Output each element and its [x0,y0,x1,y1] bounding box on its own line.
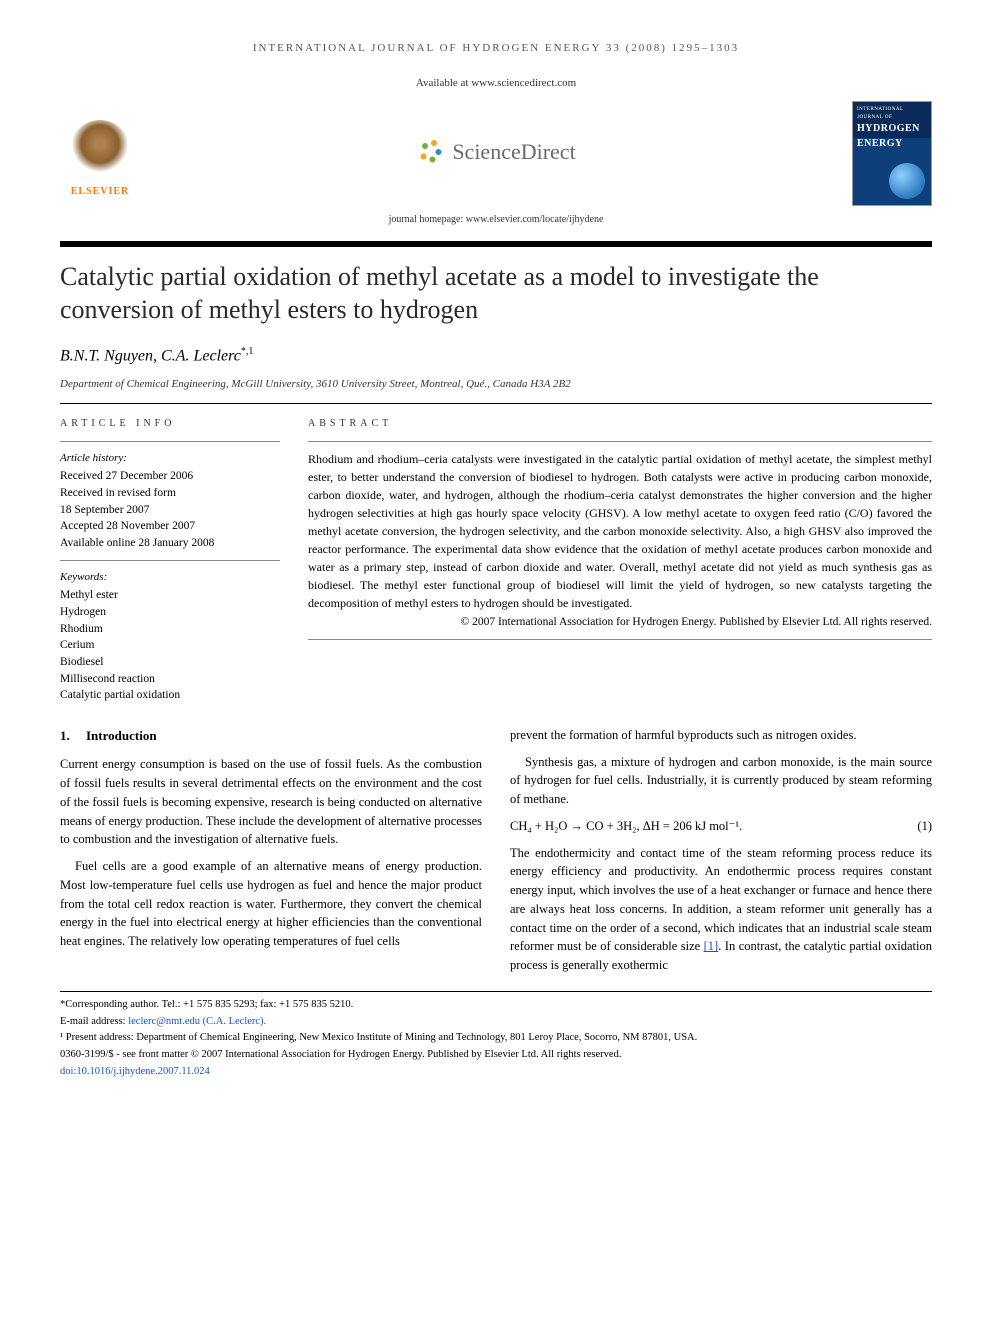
history-line: Received in revised form [60,485,280,502]
cover-big-title-1: HYDROGEN [857,121,927,136]
author-names: B.N.T. Nguyen, C.A. Leclerc [60,347,241,364]
abstract-column: ABSTRACT Rhodium and rhodium–ceria catal… [308,416,932,704]
equation-number: (1) [917,817,932,836]
keyword: Catalytic partial oxidation [60,687,280,704]
email-link[interactable]: leclerc@nmt.edu (C.A. Leclerc). [128,1016,266,1027]
para-4: Synthesis gas, a mixture of hydrogen and… [510,753,932,809]
publisher-header: ELSEVIER ScienceDirect INTERNATIONAL JOU… [60,101,932,206]
elsevier-wordmark: ELSEVIER [71,184,130,199]
article-title: Catalytic partial oxidation of methyl ac… [60,261,932,326]
keywords-label: Keywords: [60,569,280,586]
keyword: Hydrogen [60,604,280,621]
keyword: Rhodium [60,621,280,638]
article-info-label: ARTICLE INFO [60,416,280,431]
rule-after-affiliation [60,403,932,404]
section-number: 1. [60,728,70,743]
para-1: Current energy consumption is based on t… [60,755,482,849]
history-line: Received 27 December 2006 [60,468,280,485]
cover-big-title-2: ENERGY [857,136,927,151]
section-heading-1: 1. Introduction [60,726,482,746]
abstract-text: Rhodium and rhodium–ceria catalysts were… [308,450,932,612]
history-label: Article history: [60,450,280,467]
keyword: Biodiesel [60,654,280,671]
abstract-copyright: © 2007 International Association for Hyd… [308,614,932,631]
info-rule-mid [60,560,280,561]
affiliation: Department of Chemical Engineering, McGi… [60,376,932,393]
doi-link[interactable]: doi:10.1016/j.ijhydene.2007.11.024 [60,1066,210,1077]
doi-line: doi:10.1016/j.ijhydene.2007.11.024 [60,1065,932,1080]
front-matter: 0360-3199/$ - see front matter © 2007 In… [60,1048,932,1063]
author-marks: *,1 [241,346,254,357]
cover-globe-icon [889,163,925,199]
email-label: E-mail address: [60,1016,128,1027]
info-abstract-row: ARTICLE INFO Article history: Received 2… [60,416,932,704]
running-head: INTERNATIONAL JOURNAL OF HYDROGEN ENERGY… [60,40,932,57]
journal-homepage: journal homepage: www.elsevier.com/locat… [60,212,932,227]
keyword: Methyl ester [60,587,280,604]
para-2: Fuel cells are a good example of an alte… [60,857,482,951]
section-title: Introduction [86,728,157,743]
sciencedirect-wordmark: ScienceDirect [452,135,575,168]
journal-cover-thumbnail: INTERNATIONAL JOURNAL OF HYDROGEN ENERGY [852,101,932,206]
cover-small-title: INTERNATIONAL JOURNAL OF [857,106,927,121]
equation-text: CH₄ + H₂O → CO + 3H₂, ΔH = 206 kJ mol⁻¹. [510,817,742,836]
availability-line: Available at www.sciencedirect.com [60,75,932,92]
corresponding-author: *Corresponding author. Tel.: +1 575 835 … [60,998,932,1013]
elsevier-logo: ELSEVIER [60,109,140,199]
citation-link-1[interactable]: [1] [704,939,719,953]
sciencedirect-swirl-icon [416,137,446,167]
elsevier-tree-icon [70,120,130,180]
abstract-rule-bottom [308,639,932,640]
sciencedirect-block: ScienceDirect [140,135,852,172]
email-line: E-mail address: leclerc@nmt.edu (C.A. Le… [60,1015,932,1030]
keyword: Millisecond reaction [60,671,280,688]
article-info-column: ARTICLE INFO Article history: Received 2… [60,416,280,704]
body-two-column: 1. Introduction Current energy consumpti… [60,726,932,975]
history-line: 18 September 2007 [60,502,280,519]
para-5: The endothermicity and contact time of t… [510,844,932,975]
present-address: ¹ Present address: Department of Chemica… [60,1031,932,1046]
footnotes: *Corresponding author. Tel.: +1 575 835 … [60,991,932,1079]
equation-1: CH₄ + H₂O → CO + 3H₂, ΔH = 206 kJ mol⁻¹.… [510,817,932,836]
para-5a: The endothermicity and contact time of t… [510,846,932,954]
history-line: Accepted 28 November 2007 [60,518,280,535]
keyword: Cerium [60,637,280,654]
para-3: prevent the formation of harmful byprodu… [510,726,932,745]
info-rule-top [60,441,280,442]
authors: B.N.T. Nguyen, C.A. Leclerc*,1 [60,344,932,368]
abstract-rule-top [308,441,932,442]
thick-rule [60,241,932,247]
abstract-label: ABSTRACT [308,416,932,431]
history-line: Available online 28 January 2008 [60,535,280,552]
